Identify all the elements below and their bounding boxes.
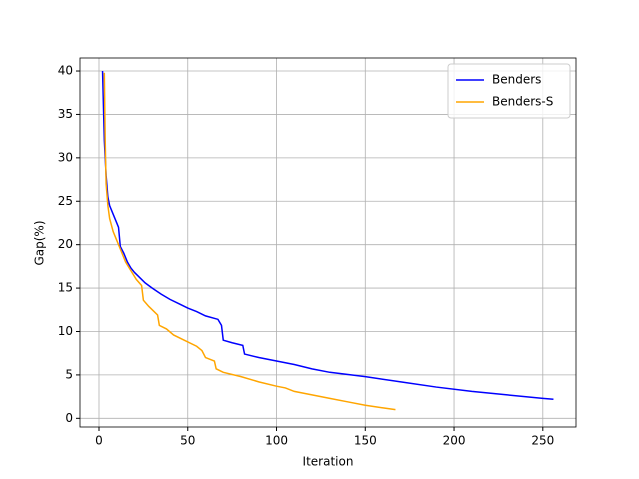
x-tick-label: 200 (443, 434, 466, 448)
y-tick-label: 15 (58, 281, 73, 295)
x-axis-label: Iteration (303, 455, 354, 469)
legend-label: Benders-S (492, 95, 553, 109)
line-series (103, 72, 396, 411)
line-series (101, 71, 554, 400)
y-tick-label: 40 (58, 64, 73, 78)
y-tick-label: 0 (65, 411, 73, 425)
y-tick-label: 5 (65, 367, 73, 381)
x-tick-label: 150 (354, 434, 377, 448)
x-tick-label: 50 (180, 434, 195, 448)
y-axis-label: Gap(%) (33, 220, 47, 265)
x-tick-label: 250 (531, 434, 554, 448)
y-tick-label: 20 (58, 237, 73, 251)
plot-frame (79, 57, 577, 428)
x-tick-label: 0 (95, 434, 103, 448)
y-tick-label: 30 (58, 150, 73, 164)
y-tick-label: 10 (58, 324, 73, 338)
legend-label: Benders (492, 73, 541, 87)
x-tick-label: 100 (265, 434, 288, 448)
y-tick-label: 25 (58, 194, 73, 208)
legend-box (447, 63, 571, 119)
y-tick-label: 35 (58, 107, 73, 121)
